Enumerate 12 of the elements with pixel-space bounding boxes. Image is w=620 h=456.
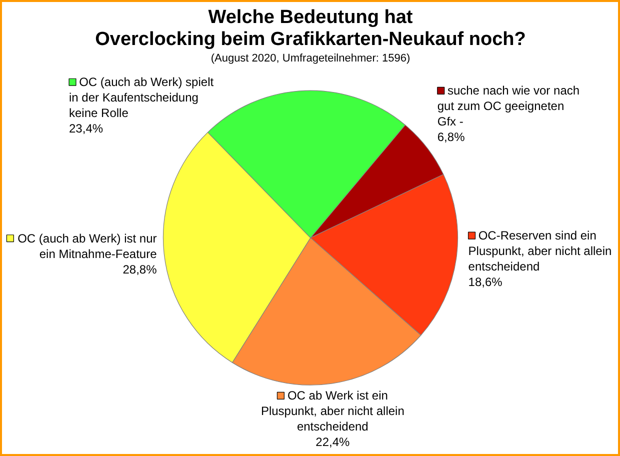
chart-title: Welche Bedeutung hat Overclocking beim Grafikkarten-Neukauf noch? bbox=[95, 7, 526, 50]
legend-label: OC-Reserven sind ein Pluspunkt, aber nicht allein entscheidend bbox=[468, 228, 612, 274]
data-label: 28,8% bbox=[122, 262, 158, 276]
legend-label: OC ab Werk ist ein Pluspunkt, aber nicht allein entscheidend bbox=[260, 388, 404, 434]
legend-label: OC (auch ab Werk) spielt in der Kaufentscheidung keine Rolle bbox=[69, 75, 214, 120]
legend-label: suche nach wie vor nach gut zum OC geeigneten Gfx - bbox=[437, 84, 580, 129]
data-label: 22,4% bbox=[316, 435, 350, 450]
data-label: 18,6% bbox=[468, 275, 503, 290]
legend-label: OC (auch ab Werk) ist nur ein Mitnahme-Feature bbox=[18, 231, 158, 261]
data-label: 6,8% bbox=[437, 130, 466, 144]
data-label: 23,4% bbox=[69, 122, 104, 136]
chart-subtitle: (August 2020, Umfrageteilnehmer: 1596) bbox=[210, 52, 410, 64]
